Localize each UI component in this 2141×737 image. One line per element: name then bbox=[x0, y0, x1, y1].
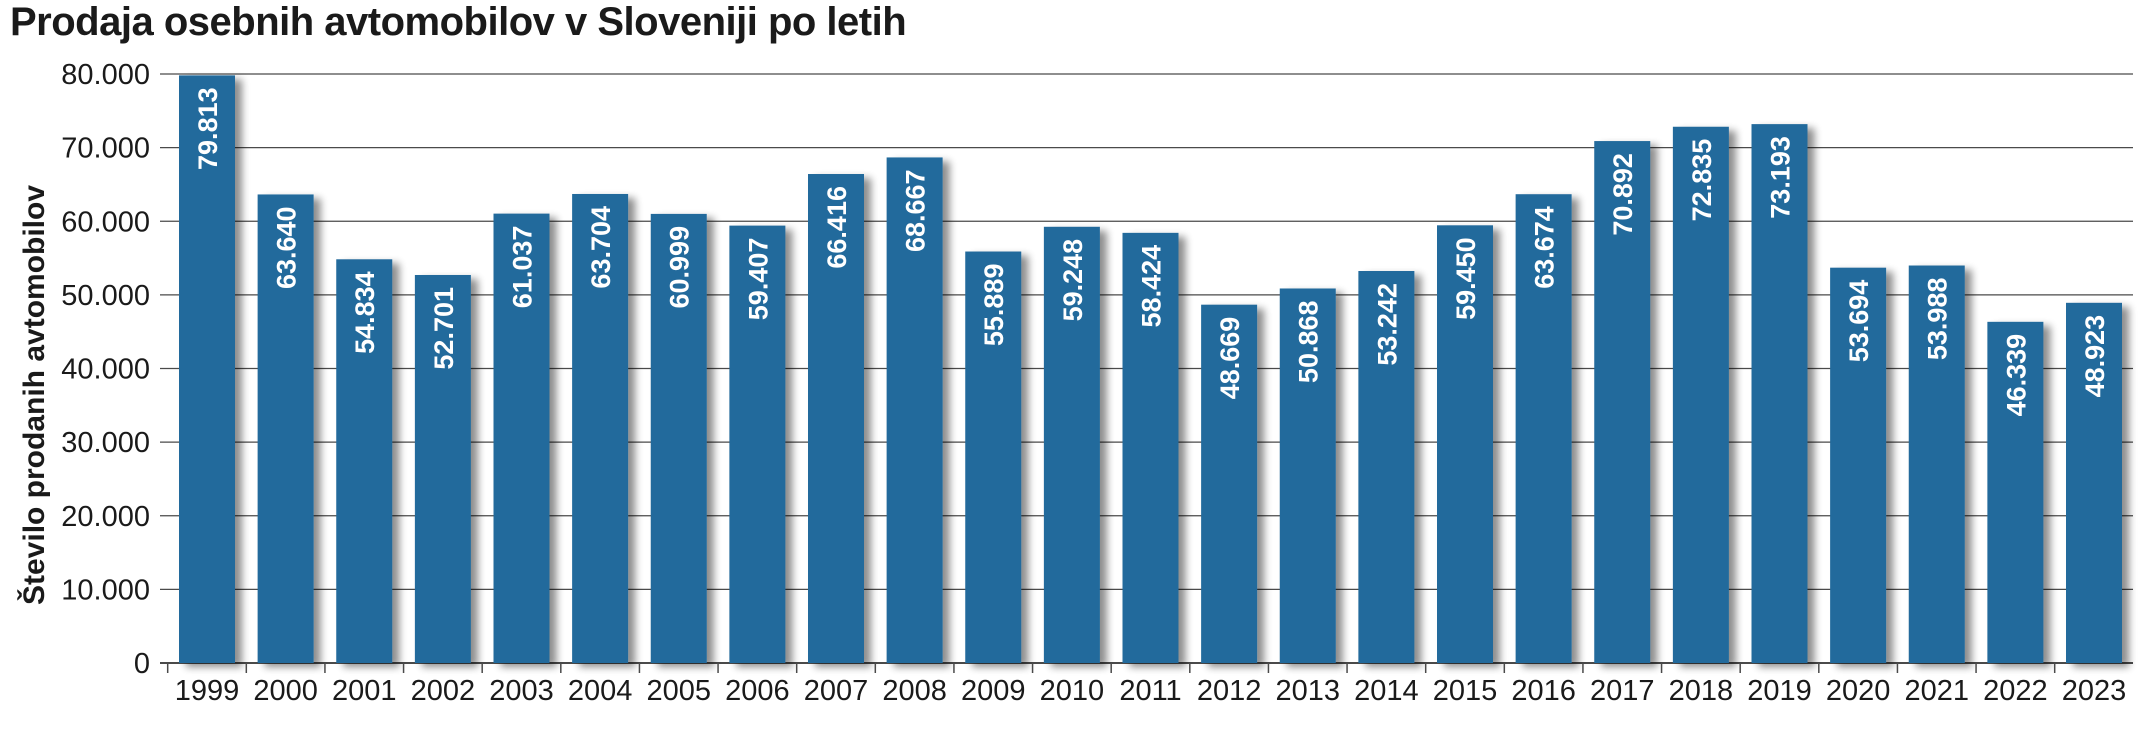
x-tick-label: 1999 bbox=[175, 675, 240, 707]
y-tick-label: 20.000 bbox=[61, 501, 150, 533]
x-tick-label: 2001 bbox=[332, 675, 397, 707]
x-tick-label: 2009 bbox=[961, 675, 1026, 707]
x-tick-label: 2003 bbox=[489, 675, 554, 707]
bar-value-label: 59.407 bbox=[743, 238, 773, 321]
bar-value-label: 63.674 bbox=[1530, 206, 1560, 289]
bar-2021 bbox=[1908, 265, 1965, 663]
bar-value-label: 59.450 bbox=[1451, 237, 1481, 320]
x-tick-label: 2010 bbox=[1040, 675, 1105, 707]
bar-value-label: 48.669 bbox=[1215, 317, 1245, 400]
bar-value-label: 79.813 bbox=[193, 87, 223, 170]
bar-value-label: 68.667 bbox=[901, 169, 931, 252]
bar-value-label: 52.701 bbox=[429, 287, 459, 370]
bar-value-label: 54.834 bbox=[350, 271, 380, 354]
bar-1999 bbox=[179, 75, 235, 664]
bar-value-label: 53.988 bbox=[1923, 278, 1953, 361]
bar-value-label: 72.835 bbox=[1687, 139, 1717, 222]
y-tick-label: 80.000 bbox=[61, 59, 150, 91]
x-tick-label: 2004 bbox=[568, 675, 633, 707]
bar-2006 bbox=[729, 225, 786, 663]
bar-2013 bbox=[1279, 288, 1336, 663]
bar-2017 bbox=[1594, 141, 1651, 664]
y-tick-label: 0 bbox=[134, 648, 150, 680]
bar-2003 bbox=[493, 213, 550, 663]
bar-value-label: 70.892 bbox=[1608, 153, 1638, 236]
x-tick-label: 2007 bbox=[804, 675, 869, 707]
y-tick-label: 60.000 bbox=[61, 206, 150, 238]
x-tick-label: 2023 bbox=[2062, 675, 2127, 707]
bar-2019 bbox=[1751, 124, 1808, 664]
y-tick-label: 10.000 bbox=[61, 574, 150, 606]
x-tick-label: 2020 bbox=[1826, 675, 1891, 707]
chart-title: Prodaja osebnih avtomobilov v Sloveniji … bbox=[10, 0, 907, 44]
bar-2001 bbox=[336, 259, 393, 663]
bar-value-label: 66.416 bbox=[822, 186, 852, 269]
bar-value-label: 53.242 bbox=[1372, 283, 1402, 366]
bar-2008 bbox=[886, 157, 943, 663]
x-tick-label: 2013 bbox=[1275, 675, 1340, 707]
bar-value-label: 63.640 bbox=[272, 206, 302, 289]
x-tick-label: 2019 bbox=[1747, 675, 1812, 707]
x-tick-label: 2006 bbox=[725, 675, 790, 707]
y-tick-label: 50.000 bbox=[61, 280, 150, 312]
bar-2023 bbox=[2066, 302, 2122, 663]
x-tick-label: 2002 bbox=[411, 675, 476, 707]
x-tick-label: 2017 bbox=[1590, 675, 1655, 707]
bar-2010 bbox=[1043, 226, 1100, 663]
x-tick-label: 2021 bbox=[1904, 675, 1969, 707]
x-axis-ticks: 1999 2000 2001 2002 2003 2004 2005 2006 2007 2008… bbox=[166, 663, 2127, 707]
x-tick-label: 2000 bbox=[253, 675, 318, 707]
y-tick-label: 40.000 bbox=[61, 354, 150, 386]
bar-2009 bbox=[965, 251, 1022, 663]
bar-value-label: 53.694 bbox=[1844, 280, 1874, 363]
bar-2005 bbox=[650, 213, 707, 663]
bar-value-label: 48.923 bbox=[2080, 315, 2110, 398]
y-tick-label: 30.000 bbox=[61, 427, 150, 459]
bar-value-label: 55.889 bbox=[979, 264, 1009, 347]
x-tick-label: 2018 bbox=[1669, 675, 1734, 707]
x-tick-label: 2005 bbox=[646, 675, 711, 707]
bars: 79.813 63.640 54.834 52.701 61.037 63.704 60.9… bbox=[179, 75, 2122, 664]
bar-2014 bbox=[1358, 271, 1415, 663]
y-axis-ticks: 0 10.000 20.000 30.000 40.000 50.000 60.000 70.… bbox=[61, 59, 150, 680]
bar-value-label: 73.193 bbox=[1766, 136, 1796, 219]
y-axis-title: Število prodanih avtomobilov bbox=[17, 185, 51, 605]
x-tick-label: 2011 bbox=[1119, 675, 1181, 707]
bar-2018 bbox=[1672, 126, 1729, 663]
bar-value-label: 59.248 bbox=[1058, 239, 1088, 322]
bar-2020 bbox=[1830, 267, 1887, 663]
x-tick-label: 2016 bbox=[1511, 675, 1576, 707]
bar-value-label: 58.424 bbox=[1137, 245, 1167, 328]
bar-2011 bbox=[1122, 232, 1179, 663]
bar-2002 bbox=[414, 274, 471, 663]
x-tick-label: 2008 bbox=[882, 675, 947, 707]
bar-2000 bbox=[257, 194, 314, 663]
bar-value-label: 60.999 bbox=[665, 226, 695, 309]
bar-value-label: 61.037 bbox=[508, 226, 538, 309]
bar-value-label: 50.868 bbox=[1294, 300, 1324, 383]
y-tick-label: 70.000 bbox=[61, 133, 150, 165]
bar-2015 bbox=[1437, 225, 1493, 663]
bar-2022 bbox=[1987, 321, 2044, 663]
x-tick-label: 2015 bbox=[1433, 675, 1498, 707]
bar-2004 bbox=[572, 193, 629, 663]
x-tick-label: 2012 bbox=[1197, 675, 1262, 707]
bar-value-label: 46.339 bbox=[2001, 334, 2031, 417]
bar-2016 bbox=[1515, 194, 1572, 663]
x-tick-label: 2022 bbox=[1983, 675, 2048, 707]
bar-value-label: 63.704 bbox=[586, 206, 616, 289]
bar-2007 bbox=[808, 174, 864, 663]
x-tick-label: 2014 bbox=[1354, 675, 1419, 707]
bar-2012 bbox=[1201, 304, 1258, 663]
